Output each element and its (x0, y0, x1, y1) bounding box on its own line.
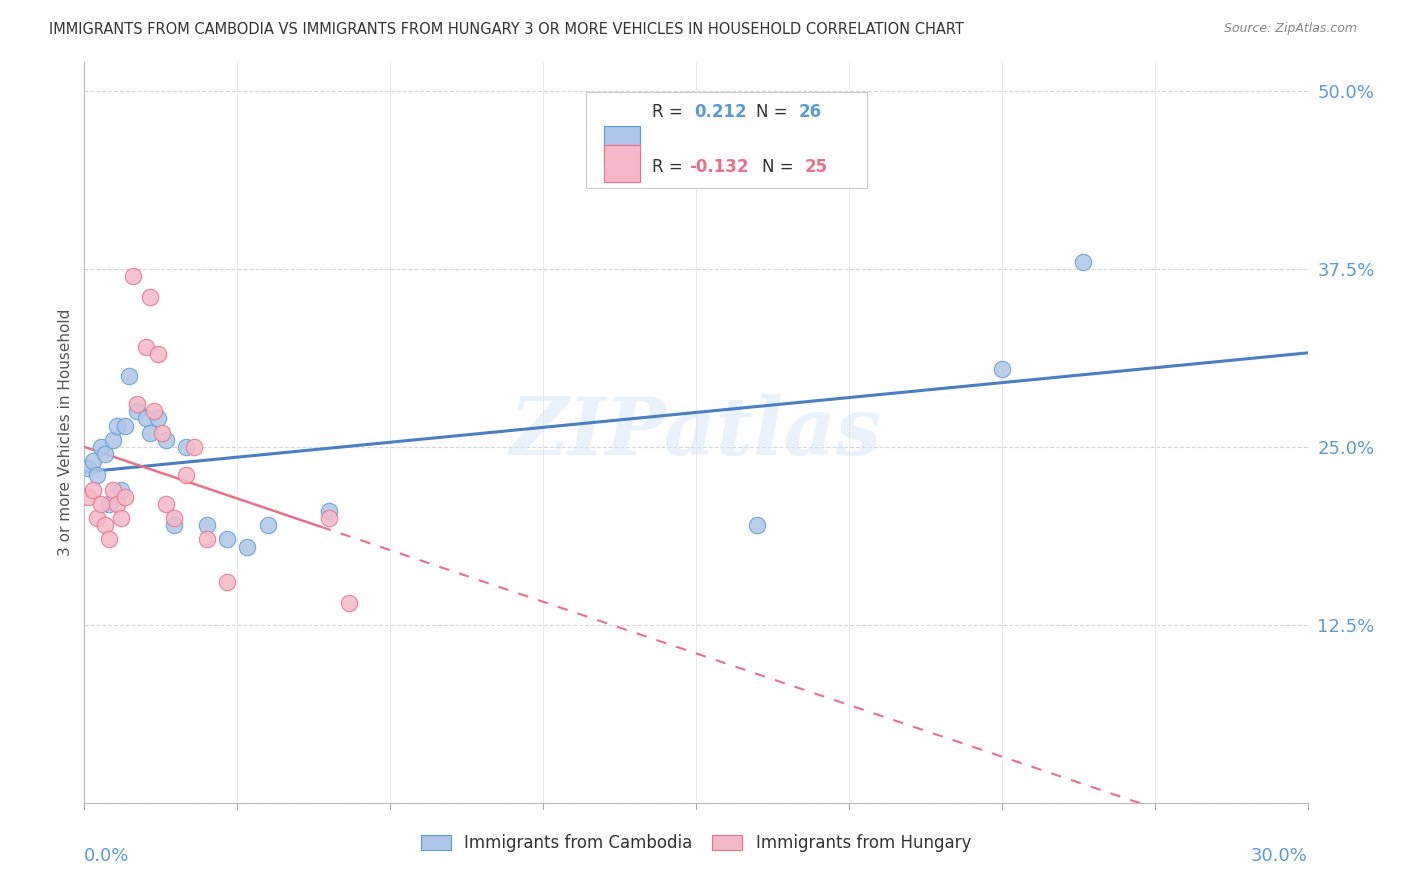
Point (174, 468, 197, 483)
Point (257, 518, 280, 533)
Y-axis label: 3 or more Vehicles in Household: 3 or more Vehicles in Household (58, 309, 73, 557)
Text: 30.0%: 30.0% (1251, 847, 1308, 865)
Point (747, 518, 769, 533)
Point (135, 411, 157, 425)
Point (97, 533, 120, 547)
Point (146, 411, 169, 425)
Point (339, 597, 361, 611)
Point (114, 490, 136, 504)
Point (991, 361, 1014, 376)
Point (77, 461, 100, 475)
Point (110, 511, 132, 525)
Point (217, 533, 239, 547)
Point (150, 425, 173, 440)
Text: 26: 26 (799, 103, 823, 121)
Point (105, 418, 128, 433)
Point (163, 511, 186, 525)
Point (127, 404, 149, 418)
Point (183, 440, 205, 454)
Point (122, 268, 145, 283)
Point (90, 497, 112, 511)
Point (318, 504, 340, 518)
Text: -0.132: -0.132 (689, 158, 748, 176)
Point (138, 425, 160, 440)
Point (146, 347, 169, 361)
Point (110, 483, 132, 497)
Point (236, 540, 259, 554)
Text: 0.212: 0.212 (695, 103, 748, 121)
FancyBboxPatch shape (586, 92, 868, 188)
Text: Source: ZipAtlas.com: Source: ZipAtlas.com (1223, 22, 1357, 36)
Point (105, 497, 128, 511)
Point (195, 518, 218, 533)
Point (155, 433, 177, 447)
Point (318, 511, 340, 525)
Point (93, 447, 115, 461)
Point (174, 440, 197, 454)
Point (93, 518, 115, 533)
FancyBboxPatch shape (605, 126, 640, 162)
Legend: Immigrants from Cambodia, Immigrants from Hungary: Immigrants from Cambodia, Immigrants fro… (416, 830, 976, 857)
Point (127, 397, 149, 411)
Point (101, 433, 124, 447)
Text: IMMIGRANTS FROM CAMBODIA VS IMMIGRANTS FROM HUNGARY 3 OR MORE VEHICLES IN HOUSEH: IMMIGRANTS FROM CAMBODIA VS IMMIGRANTS F… (49, 22, 965, 37)
Point (82, 454, 104, 468)
Text: R =: R = (652, 103, 688, 121)
Text: ZIPatlas: ZIPatlas (510, 394, 882, 471)
Point (195, 533, 218, 547)
Text: R =: R = (652, 158, 688, 176)
Point (82, 483, 104, 497)
Point (101, 483, 124, 497)
FancyBboxPatch shape (605, 145, 640, 182)
Point (86, 511, 108, 525)
Text: 25: 25 (804, 158, 828, 176)
Point (90, 440, 112, 454)
Text: N =: N = (762, 158, 799, 176)
Point (97, 497, 120, 511)
Point (217, 575, 239, 590)
Point (118, 368, 141, 383)
Point (114, 418, 136, 433)
Point (135, 340, 157, 354)
Point (86, 468, 108, 483)
Point (155, 497, 177, 511)
Point (77, 490, 100, 504)
Point (138, 290, 160, 304)
Point (1073, 254, 1095, 268)
Text: N =: N = (756, 103, 793, 121)
Text: 0.0%: 0.0% (84, 847, 129, 865)
Point (142, 404, 165, 418)
Point (163, 518, 186, 533)
